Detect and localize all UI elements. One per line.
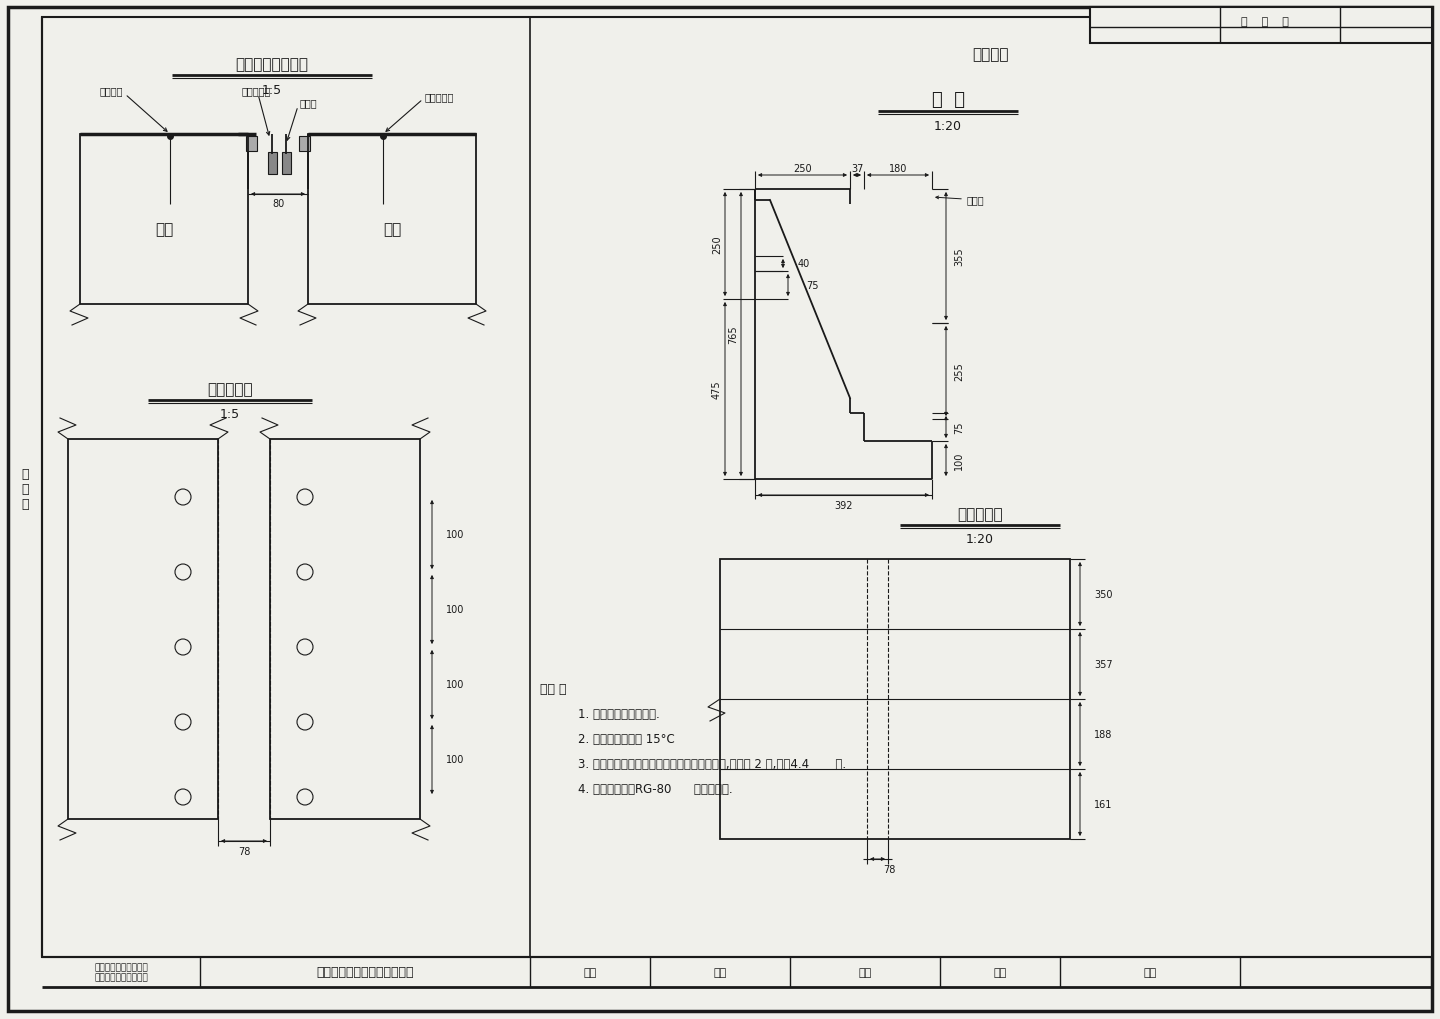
- Text: 护栏: 护栏: [156, 222, 173, 237]
- Text: 复核: 复核: [713, 967, 727, 977]
- Text: 255: 255: [955, 363, 963, 381]
- Text: 1:20: 1:20: [935, 120, 962, 133]
- Bar: [81, 135, 248, 305]
- Bar: [282, 153, 291, 175]
- Text: 1:5: 1:5: [262, 84, 282, 97]
- Text: 100: 100: [955, 451, 963, 470]
- Text: 第    拱    页: 第 拱 页: [1241, 17, 1289, 26]
- Text: 180: 180: [888, 164, 907, 174]
- Text: 78: 78: [883, 864, 896, 874]
- Text: 附注 ：: 附注 ：: [540, 683, 566, 696]
- Text: 东兴至江山垌一级公路: 东兴至江山垌一级公路: [94, 972, 148, 981]
- Text: 75: 75: [806, 280, 818, 290]
- Text: 1. 图中尺寸均以毫米计.: 1. 图中尺寸均以毫米计.: [577, 708, 660, 720]
- Text: 100: 100: [446, 680, 464, 690]
- Bar: [720, 559, 1070, 840]
- Text: 日期: 日期: [1143, 967, 1156, 977]
- Text: 3. 护栏伸缩缝设置位置与行车道伸缩缝相对应,全桥共 2 遍,总长4.4       米.: 3. 护栏伸缩缝设置位置与行车道伸缩缝相对应,全桥共 2 遍,总长4.4 米.: [577, 758, 847, 770]
- Text: 1:5: 1:5: [220, 408, 240, 421]
- Text: 设计: 设计: [583, 967, 596, 977]
- Text: 橡胶密封胶: 橡胶密封胶: [242, 86, 271, 96]
- Text: 475: 475: [711, 380, 721, 398]
- Text: 图号: 图号: [994, 967, 1007, 977]
- Text: 250: 250: [711, 235, 721, 254]
- Text: 橡胶条: 橡胶条: [300, 98, 318, 108]
- Text: 75: 75: [955, 421, 963, 434]
- Text: 250: 250: [793, 164, 812, 174]
- Text: 765: 765: [729, 325, 739, 344]
- Bar: [308, 135, 477, 305]
- Bar: [1090, 8, 1431, 44]
- Text: 37: 37: [851, 164, 863, 174]
- Text: 80: 80: [272, 199, 284, 209]
- Bar: [300, 137, 310, 152]
- Text: 平面示意图: 平面示意图: [207, 382, 253, 397]
- Text: 水泥射钉: 水泥射钉: [99, 86, 122, 96]
- Text: 355: 355: [955, 248, 963, 266]
- Text: 外侧护栏: 外侧护栏: [972, 48, 1008, 62]
- Text: 立  面: 立 面: [932, 91, 965, 109]
- Text: 78: 78: [238, 846, 251, 856]
- Text: 橡胶条: 橡胶条: [968, 195, 985, 205]
- Text: 350: 350: [1094, 589, 1113, 599]
- Text: 100: 100: [446, 530, 464, 540]
- Text: 1:20: 1:20: [966, 533, 994, 546]
- Text: 4. 伸缩缝处采用RG-80      型伸缩装置.: 4. 伸缩缝处采用RG-80 型伸缩装置.: [577, 783, 733, 796]
- Bar: [268, 153, 276, 175]
- Text: 黄竹江大桥护栏伸缩缝构造图: 黄竹江大桥护栏伸缩缝构造图: [317, 966, 413, 978]
- Text: 100: 100: [446, 755, 464, 764]
- Text: 护栏: 护栏: [383, 222, 402, 237]
- Text: 100: 100: [446, 605, 464, 614]
- Bar: [68, 439, 217, 819]
- Text: 188: 188: [1094, 730, 1112, 739]
- Text: 标
准
图: 标 准 图: [22, 468, 29, 511]
- Text: 护栏伸缩缝横断面: 护栏伸缩缝横断面: [236, 57, 308, 72]
- Text: 161: 161: [1094, 799, 1112, 809]
- Text: 广西滨海公路防城港市: 广西滨海公路防城港市: [94, 963, 148, 971]
- Text: 平面展示图: 平面展示图: [958, 507, 1002, 522]
- Bar: [271, 439, 420, 819]
- Text: 2. 图示安装温度为 15°C: 2. 图示安装温度为 15°C: [577, 733, 675, 746]
- Text: 审核: 审核: [858, 967, 871, 977]
- Text: 40: 40: [798, 259, 811, 269]
- Text: 357: 357: [1094, 659, 1113, 669]
- Text: 不锈钢夹子: 不锈钢夹子: [425, 92, 455, 102]
- Bar: [246, 137, 256, 152]
- Text: 392: 392: [834, 500, 852, 511]
